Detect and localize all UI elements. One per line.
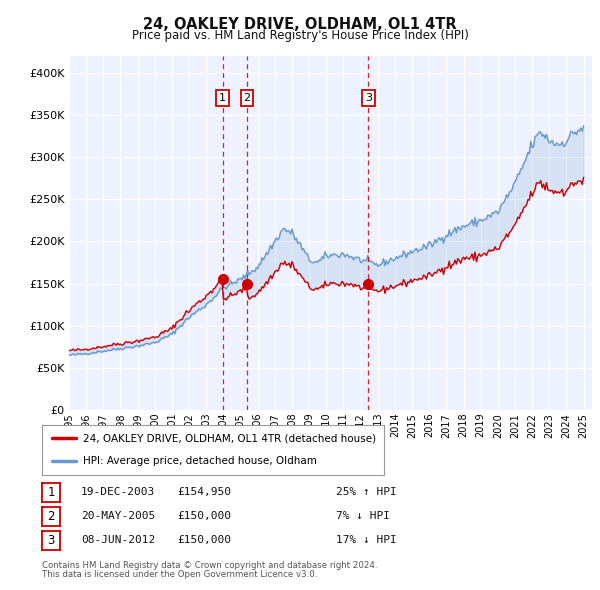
Text: Contains HM Land Registry data © Crown copyright and database right 2024.: Contains HM Land Registry data © Crown c…: [42, 560, 377, 569]
Text: £150,000: £150,000: [177, 512, 231, 521]
Text: 19-DEC-2003: 19-DEC-2003: [81, 487, 155, 497]
Text: 24, OAKLEY DRIVE, OLDHAM, OL1 4TR: 24, OAKLEY DRIVE, OLDHAM, OL1 4TR: [143, 17, 457, 31]
Text: 3: 3: [365, 93, 372, 103]
Text: 17% ↓ HPI: 17% ↓ HPI: [336, 536, 397, 545]
Text: 1: 1: [219, 93, 226, 103]
Text: 20-MAY-2005: 20-MAY-2005: [81, 512, 155, 521]
Text: 25% ↑ HPI: 25% ↑ HPI: [336, 487, 397, 497]
Text: £154,950: £154,950: [177, 487, 231, 497]
Text: 08-JUN-2012: 08-JUN-2012: [81, 536, 155, 545]
Text: £150,000: £150,000: [177, 536, 231, 545]
Text: HPI: Average price, detached house, Oldham: HPI: Average price, detached house, Oldh…: [83, 456, 317, 466]
Text: 7% ↓ HPI: 7% ↓ HPI: [336, 512, 390, 521]
Text: 1: 1: [47, 486, 55, 499]
Text: Price paid vs. HM Land Registry's House Price Index (HPI): Price paid vs. HM Land Registry's House …: [131, 30, 469, 42]
Text: This data is licensed under the Open Government Licence v3.0.: This data is licensed under the Open Gov…: [42, 570, 317, 579]
Text: 2: 2: [47, 510, 55, 523]
Text: 3: 3: [47, 534, 55, 547]
Text: 24, OAKLEY DRIVE, OLDHAM, OL1 4TR (detached house): 24, OAKLEY DRIVE, OLDHAM, OL1 4TR (detac…: [83, 433, 376, 443]
Text: 2: 2: [244, 93, 251, 103]
